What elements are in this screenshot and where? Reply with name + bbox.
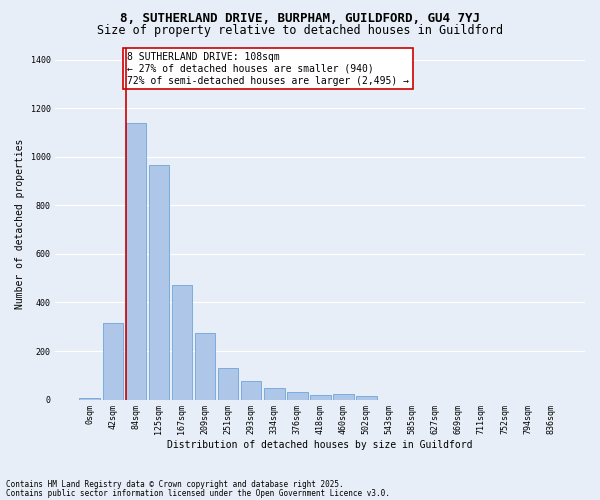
Bar	[241, 382, 262, 400]
Bar	[218, 368, 238, 400]
Text: Contains HM Land Registry data © Crown copyright and database right 2025.: Contains HM Land Registry data © Crown c…	[6, 480, 344, 489]
Bar	[149, 166, 169, 400]
Bar	[79, 398, 100, 400]
Bar	[194, 333, 215, 400]
Bar	[264, 388, 284, 400]
Text: 8, SUTHERLAND DRIVE, BURPHAM, GUILDFORD, GU4 7YJ: 8, SUTHERLAND DRIVE, BURPHAM, GUILDFORD,…	[120, 12, 480, 26]
Bar	[310, 394, 331, 400]
X-axis label: Distribution of detached houses by size in Guildford: Distribution of detached houses by size …	[167, 440, 473, 450]
Bar	[172, 286, 193, 400]
Bar	[333, 394, 353, 400]
Text: Size of property relative to detached houses in Guildford: Size of property relative to detached ho…	[97, 24, 503, 37]
Bar	[125, 123, 146, 400]
Bar	[356, 396, 377, 400]
Text: Contains public sector information licensed under the Open Government Licence v3: Contains public sector information licen…	[6, 489, 390, 498]
Bar	[103, 323, 123, 400]
Text: 8 SUTHERLAND DRIVE: 108sqm
← 27% of detached houses are smaller (940)
72% of sem: 8 SUTHERLAND DRIVE: 108sqm ← 27% of deta…	[127, 52, 409, 86]
Bar	[287, 392, 308, 400]
Y-axis label: Number of detached properties: Number of detached properties	[15, 138, 25, 308]
